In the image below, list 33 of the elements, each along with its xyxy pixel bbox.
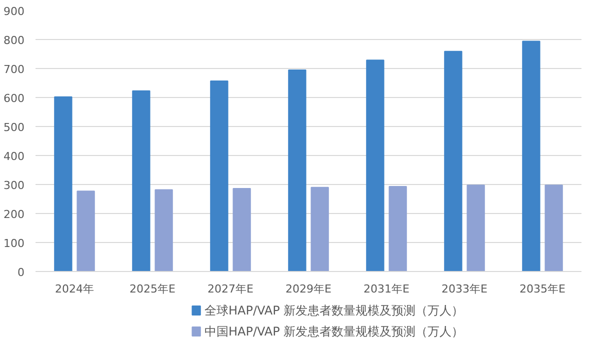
y-tick-label: 800 — [4, 34, 25, 47]
bar — [466, 184, 485, 272]
bar — [310, 186, 329, 272]
x-tick-label: 2031年E — [364, 282, 410, 296]
y-tick-label: 100 — [4, 237, 25, 250]
legend-label: 全球HAP/VAP 新发患者数量规模及预测（万人） — [204, 304, 464, 318]
bar — [522, 40, 540, 272]
y-tick-label: 500 — [4, 121, 25, 134]
bar — [444, 50, 462, 272]
y-tick-label: 0 — [18, 266, 24, 279]
bar — [210, 80, 228, 272]
y-tick-label: 700 — [4, 63, 25, 76]
y-tick-label: 400 — [4, 150, 25, 163]
x-tick-label: 2033年E — [442, 282, 488, 296]
bar — [544, 184, 563, 272]
y-tick-label: 200 — [4, 208, 25, 221]
bar — [388, 186, 407, 272]
bar — [288, 69, 306, 272]
x-tick-label: 2027年E — [208, 282, 254, 296]
x-tick-label: 2024年 — [55, 282, 94, 296]
bar — [76, 190, 95, 272]
x-tick-label: 2025年E — [130, 282, 176, 296]
bar — [366, 60, 384, 272]
x-tick-label: 2035年E — [520, 282, 566, 296]
y-tick-label: 900 — [4, 5, 25, 18]
bar — [154, 189, 173, 272]
y-tick-label: 600 — [4, 92, 25, 105]
bar — [132, 90, 150, 272]
legend-label: 中国HAP/VAP 新发患者数量规模及预测（万人） — [204, 324, 464, 338]
bar — [232, 188, 251, 272]
y-tick-label: 300 — [4, 179, 25, 192]
x-tick-label: 2029年E — [286, 282, 332, 296]
bar — [54, 96, 72, 272]
